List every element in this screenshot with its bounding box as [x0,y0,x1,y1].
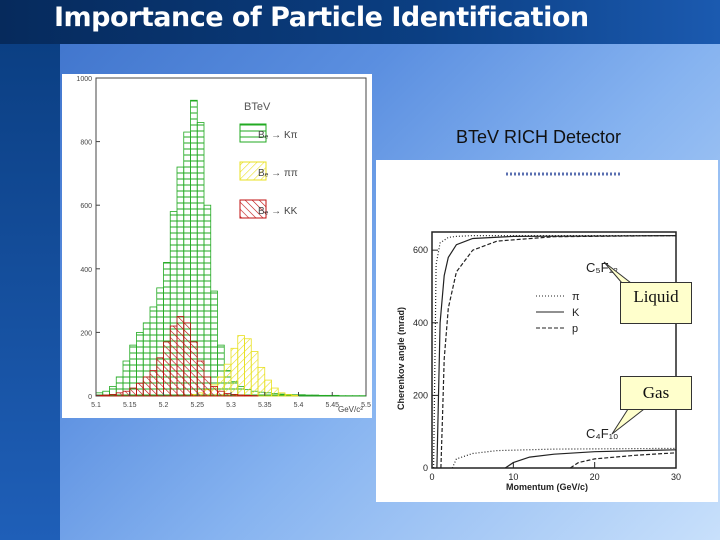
histogram-y-tick-label: 800 [80,140,92,147]
histogram-x-tick-label: 5.25 [190,402,204,409]
histogram-x-tick-label: 5.35 [258,402,272,409]
histogram-x-tick-label: 5.5 [361,402,371,409]
rich-y-tick-label: 200 [413,390,428,400]
gas-material-label: C₄F₁₀ [586,426,618,441]
histogram-bar-pipi [271,387,279,397]
rich-x-tick-label: 10 [508,472,518,482]
mass-histogram-panel: 1000 800 600 400 200 0 5.1 5.15 5.2 5.25 5.3 5.35 5… [62,74,372,418]
legend-label-k: K [572,307,580,319]
rich-y-axis-label: Cherenkov angle (mrad) [396,307,406,410]
rich-x-tick-label: 20 [590,472,600,482]
gas-callout-pointer [611,405,649,435]
rich-curve-4 [504,449,677,469]
rich-x-tick-label: 0 [429,472,434,482]
histogram-y-tick-label: 400 [80,267,92,274]
rich-angle-chart: 600 400 200 0 0 10 20 30 Cherenkov angle (mrad… [396,172,681,492]
histogram-y-tick-label: 600 [80,203,92,210]
legend-swatch-kpi [239,123,267,143]
legend-label-kk: Bₑ → KK [258,206,298,217]
rich-plot-frame [431,231,677,469]
rich-y-tick-label: 600 [413,245,428,255]
histogram-y-tick-label: 1000 [76,76,92,83]
rich-angle-panel: 600 400 200 0 0 10 20 30 Cherenkov angle (mrad… [376,160,718,502]
legend-label-kpi: Bₑ → Kπ [258,130,298,141]
histogram-x-unit: GeV/c² [338,405,363,414]
legend-label-p: p [572,323,578,335]
rich-x-tick-label: 30 [671,472,681,482]
rich-curve-1 [436,235,677,469]
liquid-callout: Liquid [620,282,692,324]
legend-label-pi: π [572,291,580,303]
histogram-x-tick-label: 5.4 [294,402,304,409]
histogram-x-tick-label: 5.1 [91,402,101,409]
rich-y-tick-label: 0 [423,463,428,473]
detector-label: BTeV RICH Detector [456,127,622,147]
left-accent-bar [0,44,60,540]
legend-swatch-kk [239,199,267,219]
rich-x-axis-label: Momentum (GeV/c) [506,482,588,492]
histogram-x-tick-label: 5.3 [226,402,236,409]
histogram-x-tick-label: 5.45 [325,402,339,409]
title-bar [0,0,720,44]
rich-curve-3 [451,447,677,469]
mass-histogram-chart: 1000 800 600 400 200 0 5.1 5.15 5.2 5.25 5.3 5.35 5… [76,76,371,414]
histogram-header: BTeV [244,101,271,113]
slide-title: Importance of Particle Identification [54,2,589,33]
legend-label-pipi: Bₑ → ππ [258,168,298,179]
histogram-x-tick-label: 5.15 [123,402,137,409]
histogram-x-tick-label: 5.2 [159,402,169,409]
rich-y-tick-label: 400 [413,318,428,328]
rich-curve-5 [569,452,677,469]
histogram-y-tick-label: 200 [80,330,92,337]
legend-swatch-pipi [239,161,267,181]
rich-curve-2 [440,235,677,469]
liquid-material-label: C₅F₁₂ [586,260,618,275]
gas-callout: Gas [620,376,692,410]
histogram-y-tick-label: 0 [88,394,92,401]
